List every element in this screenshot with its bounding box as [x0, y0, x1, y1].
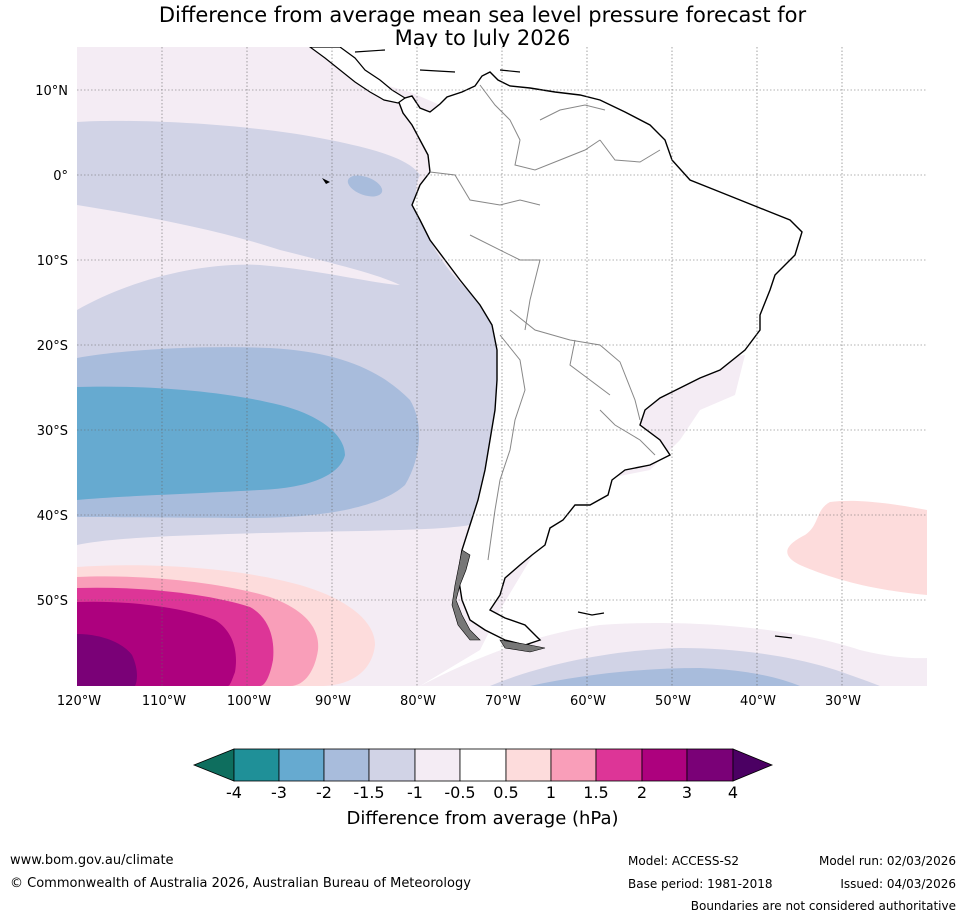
country-boundaries	[429, 84, 661, 561]
colorbar-swatch	[641, 748, 688, 782]
colorbar-tick: 1.5	[583, 783, 608, 802]
colorbar-tick: 4	[728, 783, 738, 802]
contour-minus-2	[77, 386, 345, 500]
colorbar-swatch	[368, 748, 416, 782]
colorbar-swatch	[278, 748, 325, 782]
colorbar	[192, 748, 774, 782]
model-run-date: Model run: 02/03/2026	[818, 854, 956, 868]
contour-minus-1.5-small	[347, 175, 383, 197]
lon-label-40w: 40°W	[740, 694, 776, 709]
colorbar-swatch	[459, 748, 507, 782]
website-link[interactable]: www.bom.gov.au/climate	[10, 853, 174, 868]
issued-date: Issued: 04/03/2026	[840, 877, 956, 891]
lat-label-20s: 20°S	[37, 339, 68, 354]
contour-gap-tropics	[77, 205, 400, 310]
central-america-landmass	[308, 47, 407, 104]
lat-label-0: 0°	[53, 169, 68, 184]
model-name: Model: ACCESS-S2	[628, 854, 740, 868]
lon-label-30w: 30°W	[825, 694, 861, 709]
colorbar-tick: 2	[637, 783, 647, 802]
copyright-text: © Commonwealth of Australia 2026, Austra…	[10, 876, 471, 891]
colorbar-swatch	[595, 748, 643, 782]
colorbar-label: Difference from average (hPa)	[346, 808, 619, 829]
colorbar-extend-high	[732, 748, 774, 782]
colorbar-tick: -1.5	[353, 783, 384, 802]
colorbar-tick: 1	[546, 783, 556, 802]
caribbean-islands	[354, 49, 521, 73]
south-america-landmass	[397, 71, 803, 646]
colorbar-tick: 3	[682, 783, 692, 802]
galapagos-islands	[322, 178, 330, 184]
colorbar-tick: 0.5	[493, 783, 518, 802]
contour-plus-3	[77, 634, 137, 686]
lat-label-10n: 10°N	[35, 84, 68, 99]
lat-label-40s: 40°S	[37, 509, 68, 524]
lat-label-10s: 10°S	[37, 254, 68, 269]
lon-label-60w: 60°W	[570, 694, 606, 709]
colorbar-swatch	[550, 748, 597, 782]
colorbar-tick: -0.5	[444, 783, 475, 802]
title-line-2: May to July 2026	[394, 26, 571, 50]
colorbar-swatch	[233, 748, 280, 782]
colorbar-tick: -1	[407, 783, 423, 802]
lon-label-90w: 90°W	[315, 694, 351, 709]
colorbar-swatch	[414, 748, 461, 782]
colorbar-ticks: -4 -3 -2 -1.5 -1 -0.5 0.5 1 1.5 2 3 4	[226, 783, 738, 802]
boundaries-disclaimer: Boundaries are not considered authoritat…	[690, 899, 956, 913]
lat-label-30s: 30°S	[37, 424, 68, 439]
colorbar-tick: -3	[271, 783, 287, 802]
colorbar-extend-low	[192, 748, 235, 782]
lon-label-110w: 110°W	[142, 694, 186, 709]
contour-minus-1.5-south	[530, 668, 800, 686]
lon-label-100w: 100°W	[227, 694, 271, 709]
lon-label-70w: 70°W	[485, 694, 521, 709]
lon-label-50w: 50°W	[655, 694, 691, 709]
colorbar-tick: -4	[226, 783, 242, 802]
colorbar-swatch	[323, 748, 370, 782]
lon-label-80w: 80°W	[400, 694, 436, 709]
title-line-1: Difference from average mean sea level p…	[158, 3, 807, 27]
colorbar-swatch	[505, 748, 552, 782]
contour-plus-0.5-east	[787, 500, 927, 595]
contour-minus-0.5-north	[140, 47, 390, 112]
latitude-labels: 10°N 0° 10°S 20°S 30°S 40°S 50°S	[35, 84, 68, 609]
longitude-labels: 120°W 110°W 100°W 90°W 80°W 70°W 60°W 50…	[57, 694, 861, 709]
lon-label-120w: 120°W	[57, 694, 101, 709]
map-gridlines	[77, 47, 927, 686]
falkland-islands	[577, 611, 793, 639]
map-title: Difference from average mean sea level p…	[0, 4, 965, 50]
chilean-archipelago	[451, 549, 546, 653]
pressure-anomaly-map	[77, 47, 927, 686]
colorbar-swatch	[686, 748, 734, 782]
base-period: Base period: 1981-2018	[628, 877, 773, 891]
lat-label-50s: 50°S	[37, 594, 68, 609]
colorbar-tick: -2	[316, 783, 332, 802]
